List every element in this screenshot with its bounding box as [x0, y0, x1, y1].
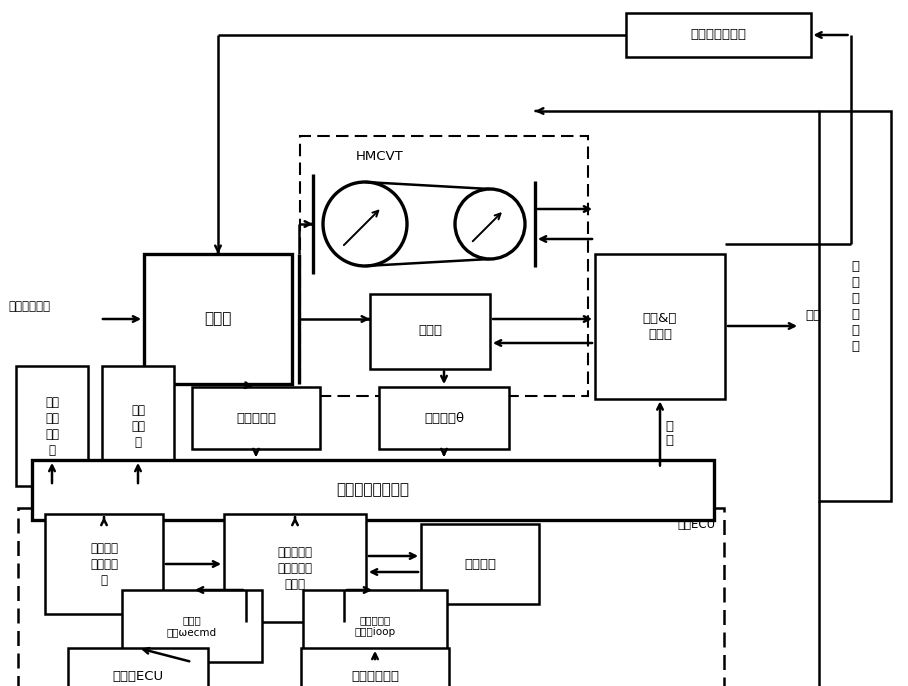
- Bar: [303, 590, 447, 662]
- Bar: [122, 590, 262, 662]
- Bar: [45, 514, 163, 614]
- Text: HMCVT: HMCVT: [356, 150, 404, 163]
- Bar: [819, 111, 891, 501]
- Text: 液压控制单元: 液压控制单元: [351, 670, 399, 683]
- Text: 变速器最佳
变速比ioop: 变速器最佳 变速比ioop: [354, 615, 396, 637]
- Bar: [16, 366, 88, 486]
- Text: 行星排: 行星排: [418, 324, 442, 338]
- Bar: [301, 648, 449, 686]
- Text: 发动机控制信号: 发动机控制信号: [690, 29, 746, 41]
- Bar: [32, 460, 714, 520]
- Bar: [379, 387, 509, 449]
- Text: 车速: 车速: [805, 309, 821, 322]
- Bar: [626, 13, 811, 57]
- Bar: [144, 254, 292, 384]
- Bar: [595, 254, 725, 399]
- Text: 发动机ECU: 发动机ECU: [113, 670, 163, 683]
- Bar: [68, 648, 208, 686]
- Text: 车速
传感
器: 车速 传感 器: [131, 403, 145, 449]
- Bar: [224, 514, 366, 622]
- Bar: [421, 524, 539, 604]
- Text: 发动机
转速ωecmd: 发动机 转速ωecmd: [167, 615, 217, 637]
- Bar: [192, 387, 320, 449]
- Bar: [102, 366, 174, 486]
- Text: 发动机负
荷判定单
元: 发动机负 荷判定单 元: [90, 541, 118, 587]
- Bar: [18, 508, 724, 686]
- Text: 变速ECU: 变速ECU: [678, 518, 716, 531]
- Text: 传动&行
走机构: 传动&行 走机构: [643, 311, 677, 340]
- Text: 斜盘倾角θ: 斜盘倾角θ: [424, 412, 464, 425]
- Text: 斜
盘
控
制
信
号: 斜 盘 控 制 信 号: [851, 259, 859, 353]
- Text: 油门踏板信号: 油门踏板信号: [8, 300, 50, 313]
- Text: 发动机: 发动机: [204, 311, 232, 327]
- Text: 牵引
阻力
传感
器: 牵引 阻力 传感 器: [45, 396, 59, 456]
- Text: 输入信号处理单元: 输入信号处理单元: [337, 482, 410, 497]
- Text: 发动机转速: 发动机转速: [236, 412, 276, 425]
- Text: 存储单元: 存储单元: [464, 558, 496, 571]
- Text: 发动机、变
速器协同控
制单元: 发动机、变 速器协同控 制单元: [278, 545, 312, 591]
- Bar: [300, 136, 588, 396]
- Text: 负
载: 负 载: [665, 420, 673, 447]
- Bar: [370, 294, 490, 368]
